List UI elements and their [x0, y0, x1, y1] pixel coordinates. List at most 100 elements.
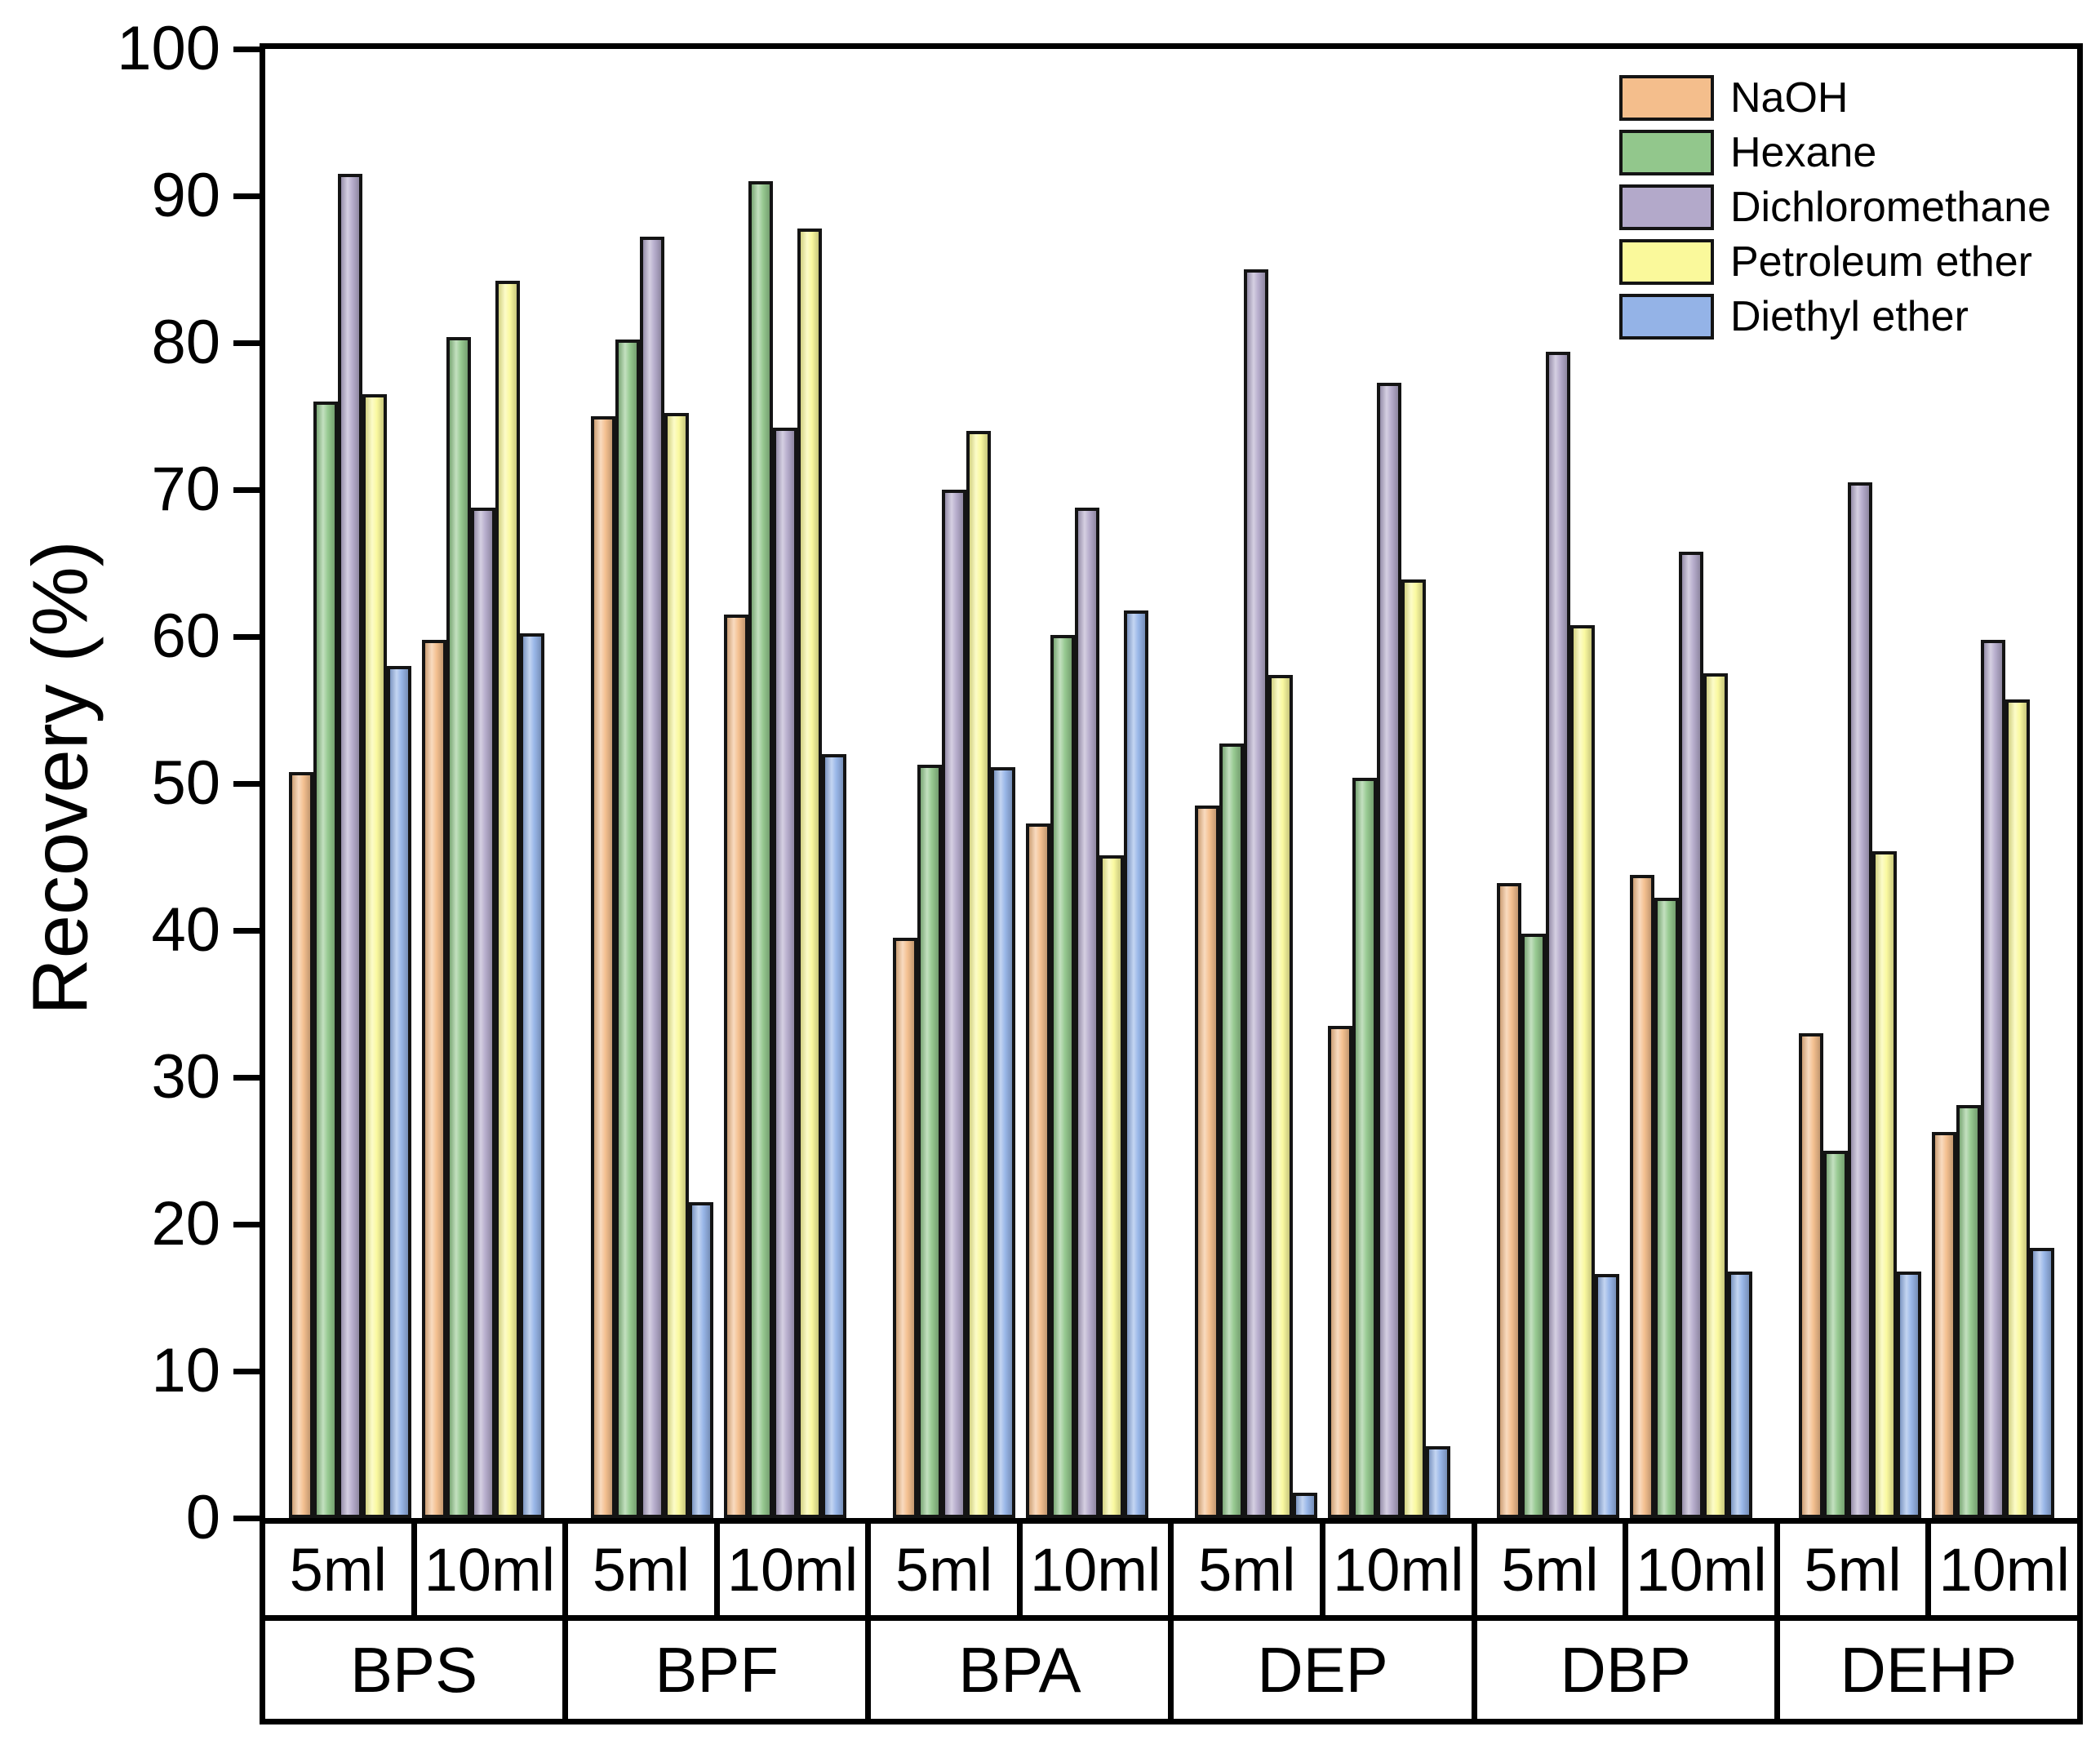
x-sublabel-bpf-10ml: 10ml	[719, 1524, 866, 1615]
legend-label: Diethyl ether	[1730, 293, 1969, 340]
bar-hexane	[748, 181, 773, 1518]
bar-group-bps	[265, 49, 567, 1518]
legend-label: Petroleum ether	[1730, 238, 2032, 286]
legend-item-hexane: Hexane	[1619, 130, 2051, 175]
bar-petroleum-ether	[966, 431, 991, 1518]
bar-petroleum-ether	[1703, 673, 1728, 1518]
bar-dichloromethane	[1847, 482, 1872, 1518]
bar-diethyl-ether	[821, 754, 846, 1518]
legend-item-dichloromethane: Dichloromethane	[1619, 184, 2051, 230]
x-sublabel-dbp-5ml: 5ml	[1476, 1524, 1623, 1615]
bar-naoh	[421, 640, 446, 1518]
legend-item-petroleum-ether: Petroleum ether	[1619, 239, 2051, 285]
y-tick-label: 70	[151, 455, 220, 524]
bar-diethyl-ether	[386, 666, 411, 1518]
y-tick	[233, 193, 260, 199]
subgroup-dep-5ml	[1194, 269, 1317, 1518]
y-tick	[233, 781, 260, 787]
bar-diethyl-ether	[1896, 1272, 1921, 1518]
bar-diethyl-ether	[1123, 610, 1148, 1518]
bar-group-bpf	[567, 49, 869, 1518]
y-tick	[233, 1222, 260, 1227]
y-tick	[233, 1075, 260, 1081]
y-tick	[233, 928, 260, 934]
y-tick-label: 0	[185, 1483, 220, 1552]
bar-dichloromethane	[1074, 508, 1099, 1518]
bar-hexane	[1352, 778, 1377, 1518]
bar-petroleum-ether	[797, 229, 822, 1518]
x-grouplabel-dehp: DEHP	[1779, 1621, 2077, 1719]
bar-dichloromethane	[1376, 383, 1401, 1518]
bar-naoh	[590, 416, 615, 1518]
bar-naoh	[288, 772, 313, 1518]
x-grouplabel-dep: DEP	[1174, 1621, 1472, 1719]
bar-hexane	[1956, 1105, 1981, 1518]
bar-diethyl-ether	[1727, 1272, 1752, 1518]
x-sublabel-bps-10ml: 10ml	[416, 1524, 563, 1615]
x-sublabel-dbp-10ml: 10ml	[1628, 1524, 1774, 1615]
y-tick-label: 80	[151, 308, 220, 377]
bar-group-dehp	[1775, 49, 2077, 1518]
plot-area	[260, 43, 2083, 1524]
bar-diethyl-ether	[1292, 1493, 1317, 1518]
bar-petroleum-ether	[2005, 699, 2030, 1518]
x-sublabel-bpa-10ml: 10ml	[1022, 1524, 1169, 1615]
x-sublabel-dehp-5ml: 5ml	[1779, 1524, 1926, 1615]
bar-dichloromethane	[337, 174, 362, 1518]
bar-petroleum-ether	[1099, 855, 1124, 1518]
x-grouplabel-bpa: BPA	[871, 1621, 1169, 1719]
bar-group-dep	[1171, 49, 1473, 1518]
y-tick	[233, 1516, 260, 1521]
bar-naoh	[1496, 883, 1521, 1518]
legend-swatch	[1619, 130, 1714, 175]
subgroup-bps-5ml	[288, 174, 411, 1518]
legend-swatch	[1619, 75, 1714, 121]
x-sublabel-dep-5ml: 5ml	[1174, 1524, 1321, 1615]
bar-dichloromethane	[941, 490, 966, 1518]
bar-diethyl-ether	[990, 767, 1015, 1518]
x-sublabel-bpa-5ml: 5ml	[871, 1524, 1017, 1615]
subgroup-bpa-10ml	[1025, 508, 1148, 1518]
x-grouplabel-bpf: BPF	[568, 1621, 866, 1719]
bar-diethyl-ether	[1594, 1274, 1619, 1518]
bar-dichloromethane	[1980, 640, 2005, 1518]
legend-item-diethyl-ether: Diethyl ether	[1619, 294, 2051, 340]
bar-petroleum-ether	[664, 413, 689, 1518]
bar-naoh	[1931, 1132, 1956, 1518]
subgroup-bpf-10ml	[723, 181, 846, 1518]
bar-petroleum-ether	[1268, 675, 1293, 1518]
bar-petroleum-ether	[362, 394, 387, 1518]
bar-hexane	[1654, 898, 1679, 1518]
bar-dichloromethane	[1678, 552, 1703, 1518]
bar-dichloromethane	[1243, 269, 1268, 1518]
y-tick-label: 90	[151, 161, 220, 230]
bar-group-dbp	[1473, 49, 1775, 1518]
y-tick	[233, 1369, 260, 1374]
x-axis-table: 5ml 10ml 5ml 10ml 5ml 10ml 5ml 10ml 5ml 10ml 5ml 10…	[260, 1518, 2083, 1724]
x-sublabel-dep-10ml: 10ml	[1325, 1524, 1472, 1615]
legend-swatch	[1619, 239, 1714, 285]
bar-naoh	[1194, 806, 1219, 1518]
x-sublabel-dehp-10ml: 10ml	[1931, 1524, 2077, 1615]
x-sublabel-bps-5ml: 5ml	[265, 1524, 411, 1615]
bar-diethyl-ether	[519, 633, 544, 1518]
bar-hexane	[1219, 743, 1244, 1518]
bar-naoh	[1327, 1026, 1352, 1518]
legend-label: NaOH	[1730, 74, 1849, 122]
bar-hexane	[313, 402, 338, 1518]
subgroup-dep-10ml	[1327, 383, 1450, 1518]
bar-naoh	[892, 938, 917, 1518]
subgroup-dbp-10ml	[1629, 552, 1752, 1518]
bar-diethyl-ether	[1425, 1446, 1450, 1518]
y-tick-label: 30	[151, 1042, 220, 1112]
bar-naoh	[1798, 1033, 1823, 1518]
x-sublabel-bpf-5ml: 5ml	[568, 1524, 714, 1615]
legend-swatch	[1619, 184, 1714, 230]
bar-group-bpa	[869, 49, 1171, 1518]
subgroup-bpa-5ml	[892, 431, 1015, 1518]
y-tick	[233, 47, 260, 52]
bar-diethyl-ether	[688, 1202, 713, 1518]
x-grouplabel-dbp: DBP	[1476, 1621, 1774, 1719]
subgroup-dehp-5ml	[1798, 482, 1921, 1518]
y-tick	[233, 487, 260, 493]
